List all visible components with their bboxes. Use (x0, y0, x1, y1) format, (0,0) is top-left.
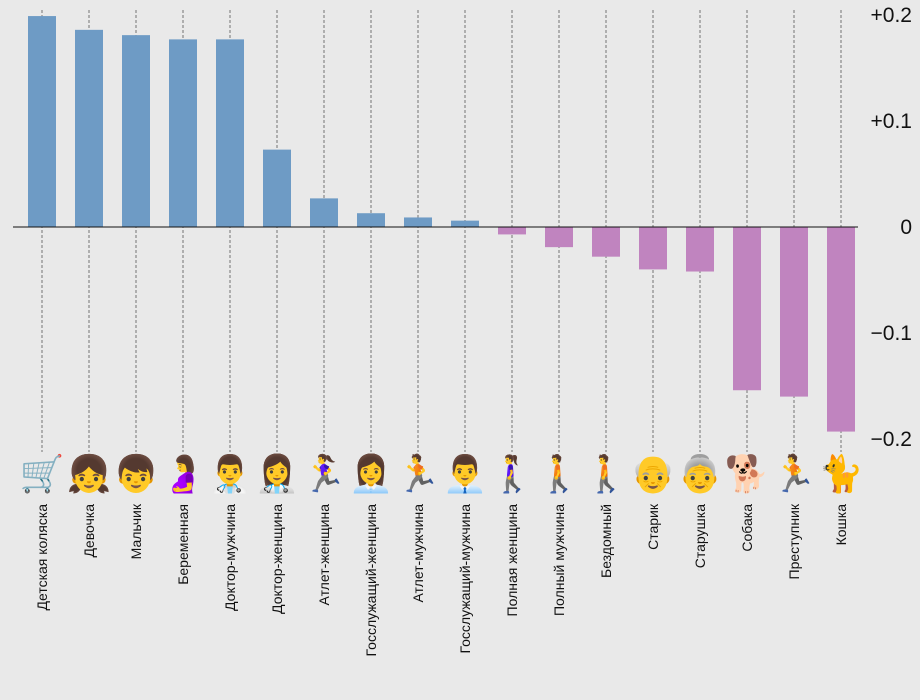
bar (216, 39, 244, 227)
category-icon: 🚶 (584, 453, 629, 495)
category-icon: 🐕 (725, 453, 770, 495)
category-label: Мальчик (128, 503, 144, 559)
bar (498, 227, 526, 235)
category-label: Атлет-мужчина (410, 504, 426, 603)
bar (686, 227, 714, 272)
category-icon: 🏃 (772, 453, 817, 495)
category-icon: 👧 (67, 453, 112, 495)
category-icon: 👵 (678, 453, 723, 495)
category-label: Доктор-мужчина (222, 504, 238, 611)
category-icon: 🏃 (396, 453, 441, 495)
category-label: Бездомный (598, 504, 614, 578)
category-icon: 👩‍⚕️ (255, 453, 300, 495)
category-icon: 👩‍💼 (349, 453, 394, 495)
bar (545, 227, 573, 248)
category-icon: 👨‍⚕️ (208, 453, 253, 495)
category-label: Госслужащий-мужчина (457, 504, 473, 654)
y-tick-label: −0.2 (871, 428, 912, 451)
y-tick-label: −0.1 (871, 322, 912, 345)
category-label: Детская коляска (34, 504, 50, 611)
bar (404, 217, 432, 227)
category-icon: 🐈 (819, 453, 864, 495)
category-label: Преступник (786, 503, 802, 579)
y-tick-label: 0 (900, 216, 912, 239)
bar (592, 227, 620, 257)
bar (827, 227, 855, 432)
category-label: Атлет-женщина (316, 504, 332, 606)
bar (122, 35, 150, 227)
category-label: Полный мужчина (551, 504, 567, 616)
bar (310, 198, 338, 227)
category-icon: 🏃‍♀️ (302, 453, 347, 495)
category-label: Госслужащий-женщина (363, 504, 379, 657)
category-label: Девочка (81, 504, 97, 558)
bar (451, 220, 479, 227)
bar (169, 39, 197, 227)
y-tick-label: +0.2 (871, 4, 912, 27)
bar (357, 213, 385, 227)
category-icon: 🚶‍♀️ (490, 453, 535, 495)
category-icon: 🛒 (20, 453, 65, 495)
category-icon: 👨‍💼 (443, 453, 488, 495)
bar (639, 227, 667, 270)
bar (263, 149, 291, 227)
bar (733, 227, 761, 391)
category-label: Старик (645, 503, 661, 550)
bar (780, 227, 808, 397)
bar (28, 16, 56, 228)
category-label: Доктор-женщина (269, 504, 285, 614)
category-label: Собака (739, 504, 755, 552)
category-label: Беременная (175, 504, 191, 585)
category-label: Старушка (692, 504, 708, 568)
category-label: Полная женщина (504, 504, 520, 617)
category-icon: 🤰 (161, 453, 206, 495)
category-label: Кошка (833, 504, 849, 546)
y-tick-label: +0.1 (871, 110, 912, 133)
bar (75, 29, 103, 228)
category-icon: 👦 (114, 453, 159, 495)
category-icon: 🚶 (537, 453, 582, 495)
category-icon: 👴 (631, 454, 676, 495)
